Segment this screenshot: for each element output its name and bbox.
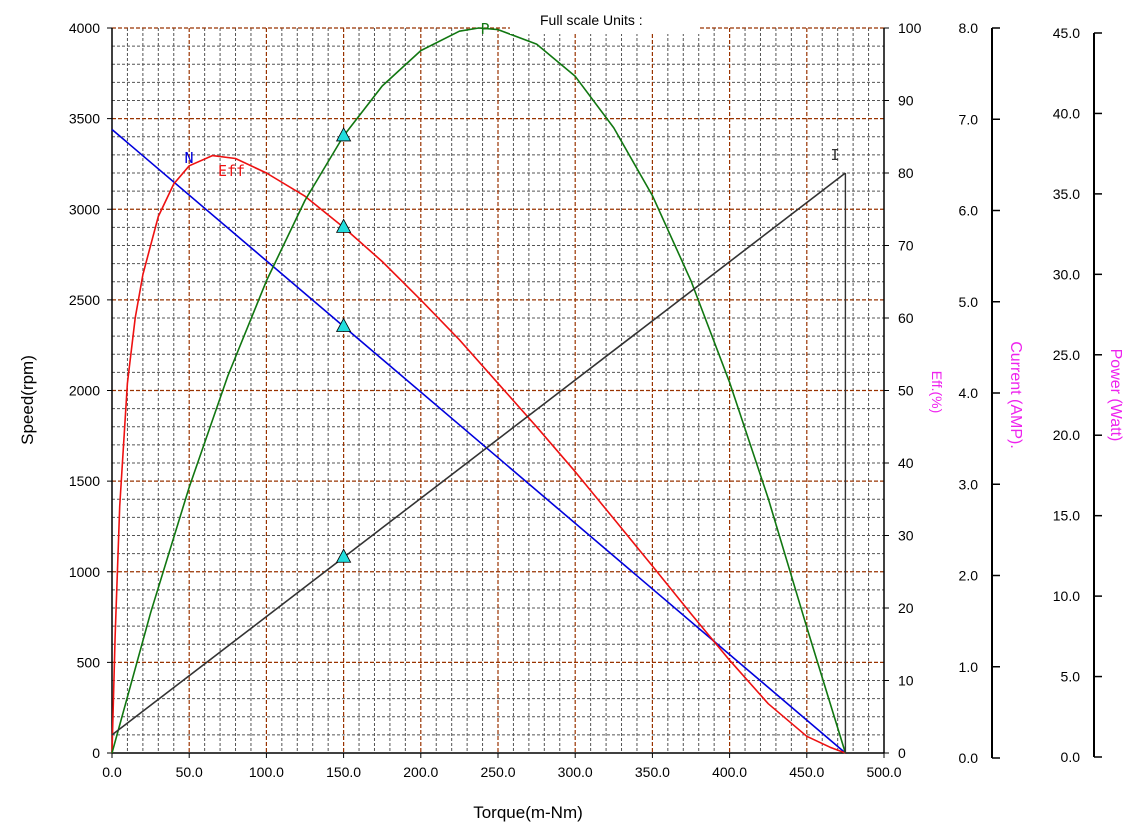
- eff-tick-label: 100: [898, 20, 922, 36]
- data-series: [111, 27, 847, 754]
- power-tick-label: 40.0: [1053, 105, 1080, 121]
- x-tick-label: 400.0: [712, 764, 747, 780]
- x-tick-label: 250.0: [480, 764, 515, 780]
- series-i-label: I: [830, 146, 839, 164]
- current-axis-title: Current (AMP).: [1007, 341, 1024, 449]
- eff-axis-title: Eff.(%): [929, 371, 945, 414]
- eff-tick-label: 90: [898, 93, 914, 109]
- header-background: [510, 8, 700, 34]
- x-axis-title: Torque(m-Nm): [473, 803, 583, 822]
- x-tick-label: 500.0: [866, 764, 901, 780]
- current-tick-label: 8.0: [959, 20, 979, 36]
- series-p-line: [111, 27, 847, 754]
- current-tick-label: 3.0: [959, 476, 979, 492]
- eff-tick-label: 80: [898, 165, 914, 181]
- speed-tick-label: 1500: [69, 473, 100, 489]
- x-tick-label: 150.0: [326, 764, 361, 780]
- series-p-label: P: [480, 20, 489, 38]
- x-tick-label: 200.0: [403, 764, 438, 780]
- speed-tick-label: 3000: [69, 201, 100, 217]
- power-tick-label: 10.0: [1053, 588, 1080, 604]
- speed-tick-label: 3500: [69, 111, 100, 127]
- x-tick-label: 350.0: [635, 764, 670, 780]
- chart-header: Full scale Units :: [540, 12, 643, 28]
- power-tick-label: 45.0: [1053, 25, 1080, 41]
- eff-tick-label: 40: [898, 455, 914, 471]
- series-n-label: N: [184, 149, 193, 167]
- x-tick-label: 50.0: [176, 764, 203, 780]
- eff-tick-label: 0: [898, 745, 906, 761]
- series-n-line: [111, 128, 846, 754]
- series-i-line: [111, 172, 846, 736]
- power-tick-label: 25.0: [1053, 347, 1080, 363]
- eff-tick-label: 30: [898, 528, 914, 544]
- current-tick-label: 0.0: [959, 750, 979, 766]
- x-tick-label: 450.0: [789, 764, 824, 780]
- power-tick-label: 20.0: [1053, 427, 1080, 443]
- speed-tick-label: 2500: [69, 292, 100, 308]
- power-tick-label: 15.0: [1053, 508, 1080, 524]
- chart-labels: Full scale Units : Torque(m-Nm) Speed(rp…: [18, 8, 1124, 822]
- current-tick-label: 2.0: [959, 568, 979, 584]
- eff-tick-label: 20: [898, 600, 914, 616]
- speed-tick-label: 0: [92, 745, 100, 761]
- power-tick-label: 35.0: [1053, 186, 1080, 202]
- marker-n: [335, 317, 352, 332]
- eff-tick-label: 70: [898, 238, 914, 254]
- marker-p: [335, 127, 352, 142]
- speed-tick-label: 2000: [69, 383, 100, 399]
- speed-tick-label: 500: [77, 654, 101, 670]
- series-eff-line: [111, 154, 846, 754]
- current-tick-label: 6.0: [959, 203, 979, 219]
- eff-tick-label: 60: [898, 310, 914, 326]
- current-tick-label: 5.0: [959, 294, 979, 310]
- eff-tick-label: 50: [898, 383, 914, 399]
- current-tick-label: 4.0: [959, 385, 979, 401]
- marker-eff: [335, 218, 352, 233]
- speed-tick-label: 4000: [69, 20, 100, 36]
- current-tick-label: 1.0: [959, 659, 979, 675]
- data-markers: [335, 127, 352, 563]
- eff-tick-label: 10: [898, 673, 914, 689]
- x-tick-label: 0.0: [102, 764, 122, 780]
- power-tick-label: 5.0: [1061, 669, 1081, 685]
- marker-i: [335, 548, 352, 563]
- speed-axis-title: Speed(rpm): [18, 355, 37, 445]
- axes: 0.0 50.0 100.0 150.0 200.0 250.0 300.0 350.0 400…: [69, 20, 1102, 780]
- power-axis-title: Power (Watt): [1107, 349, 1124, 442]
- x-tick-label: 100.0: [249, 764, 284, 780]
- power-tick-label: 30.0: [1053, 266, 1080, 282]
- speed-tick-label: 1000: [69, 564, 100, 580]
- x-tick-label: 300.0: [558, 764, 593, 780]
- series-eff-label: Eff: [218, 162, 245, 180]
- power-tick-label: 0.0: [1061, 749, 1081, 765]
- plot-grid: [112, 27, 884, 753]
- current-tick-label: 7.0: [959, 111, 979, 127]
